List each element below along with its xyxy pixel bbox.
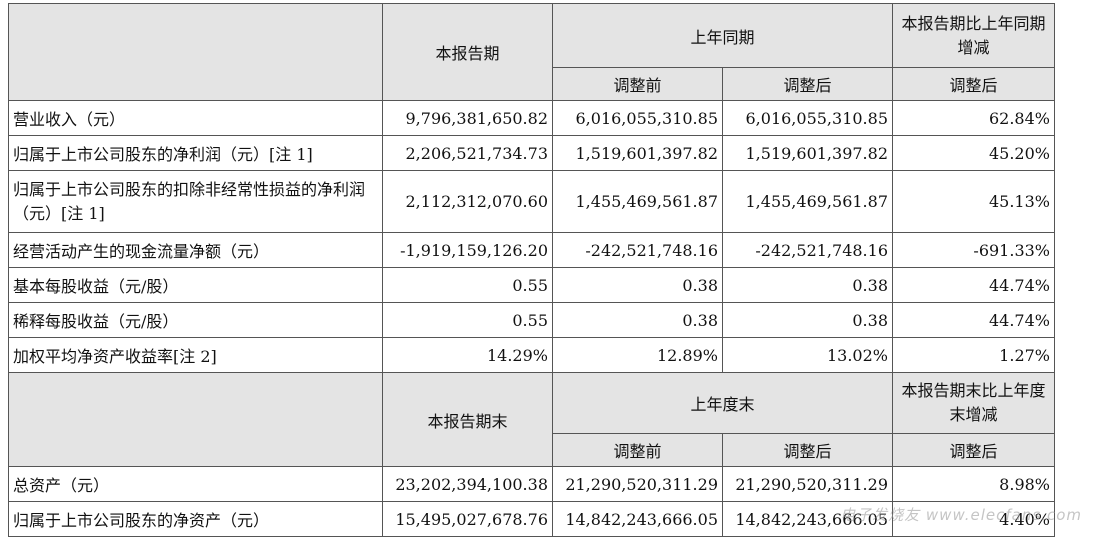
cell-before: 1,455,469,561.87 bbox=[552, 170, 723, 233]
row-label: 归属于上市公司股东的扣除非经常性损益的净利润（元）[注 1] bbox=[8, 170, 383, 233]
header-prior-year-same-period: 上年同期 bbox=[552, 3, 893, 68]
header-yoy-change: 本报告期比上年同期增减 bbox=[892, 3, 1055, 68]
row-label: 营业收入（元） bbox=[8, 100, 383, 136]
header-prior-year-end: 上年度末 bbox=[552, 372, 893, 434]
header-blank-cell bbox=[8, 372, 383, 467]
financial-summary-table: 本报告期 上年同期 本报告期比上年同期增减 调整前 调整后 调整后 营业收入（元… bbox=[8, 3, 1055, 537]
header-before-adjustment: 调整前 bbox=[552, 67, 723, 101]
cell-before: 14,842,243,666.05 bbox=[552, 501, 723, 537]
header-change-after-adjustment: 调整后 bbox=[892, 67, 1055, 101]
cell-before: 1,519,601,397.82 bbox=[552, 135, 723, 171]
cell-change: 1.27% bbox=[892, 337, 1055, 373]
header-row-2: 调整前 调整后 调整后 bbox=[9, 67, 1055, 101]
header-before-adjustment: 调整前 bbox=[552, 433, 723, 467]
cell-before: 0.38 bbox=[552, 302, 723, 338]
table-row: 稀释每股收益（元/股） 0.55 0.38 0.38 44.74% bbox=[8, 302, 1055, 338]
cell-change: 45.13% bbox=[892, 170, 1055, 233]
header-current-period-end: 本报告期末 bbox=[382, 372, 553, 467]
cell-current: -1,919,159,126.20 bbox=[382, 232, 553, 268]
cell-current: 15,495,027,678.76 bbox=[382, 501, 553, 537]
cell-before: 0.38 bbox=[552, 267, 723, 303]
cell-after: 1,519,601,397.82 bbox=[722, 135, 893, 171]
cell-after: 14,842,243,666.05 bbox=[722, 501, 893, 537]
cell-before: 6,016,055,310.85 bbox=[552, 100, 723, 136]
header-row-4: 调整前 调整后 调整后 bbox=[9, 433, 1055, 467]
cell-before: 21,290,520,311.29 bbox=[552, 466, 723, 502]
cell-change: 45.20% bbox=[892, 135, 1055, 171]
table-row: 归属于上市公司股东的净利润（元）[注 1] 2,206,521,734.73 1… bbox=[8, 135, 1055, 171]
cell-before: -242,521,748.16 bbox=[552, 232, 723, 268]
header-ytd-change: 本报告期末比上年度末增减 bbox=[892, 372, 1055, 434]
header-row-3: 本报告期末 上年度末 本报告期末比上年度末增减 bbox=[8, 372, 1055, 467]
table-row: 基本每股收益（元/股） 0.55 0.38 0.38 44.74% bbox=[8, 267, 1055, 303]
row-label: 基本每股收益（元/股） bbox=[8, 267, 383, 303]
cell-after: 0.38 bbox=[722, 302, 893, 338]
cell-after: 13.02% bbox=[722, 337, 893, 373]
cell-current: 0.55 bbox=[382, 302, 553, 338]
header-change-after-adjustment: 调整后 bbox=[892, 433, 1055, 467]
cell-change: 62.84% bbox=[892, 100, 1055, 136]
cell-current: 23,202,394,100.38 bbox=[382, 466, 553, 502]
row-label: 归属于上市公司股东的净资产（元） bbox=[8, 501, 383, 537]
cell-after: 0.38 bbox=[722, 267, 893, 303]
cell-current: 2,112,312,070.60 bbox=[382, 170, 553, 233]
table-row: 归属于上市公司股东的净资产（元） 15,495,027,678.76 14,84… bbox=[8, 501, 1055, 537]
cell-change: 8.98% bbox=[892, 466, 1055, 502]
row-label: 经营活动产生的现金流量净额（元） bbox=[8, 232, 383, 268]
row-label: 总资产（元） bbox=[8, 466, 383, 502]
cell-change: 44.74% bbox=[892, 302, 1055, 338]
row-label: 加权平均净资产收益率[注 2] bbox=[8, 337, 383, 373]
row-label: 归属于上市公司股东的净利润（元）[注 1] bbox=[8, 135, 383, 171]
table-row: 归属于上市公司股东的扣除非经常性损益的净利润（元）[注 1] 2,112,312… bbox=[8, 170, 1055, 233]
cell-after: 21,290,520,311.29 bbox=[722, 466, 893, 502]
header-after-adjustment: 调整后 bbox=[722, 67, 893, 101]
table-row: 加权平均净资产收益率[注 2] 14.29% 12.89% 13.02% 1.2… bbox=[8, 337, 1055, 373]
header-current-period: 本报告期 bbox=[382, 3, 553, 101]
cell-before: 12.89% bbox=[552, 337, 723, 373]
cell-change: 44.74% bbox=[892, 267, 1055, 303]
cell-change: 4.40% bbox=[892, 501, 1055, 537]
cell-current: 9,796,381,650.82 bbox=[382, 100, 553, 136]
header-row-1: 本报告期 上年同期 本报告期比上年同期增减 bbox=[8, 3, 1055, 101]
header-after-adjustment: 调整后 bbox=[722, 433, 893, 467]
table-row: 总资产（元） 23,202,394,100.38 21,290,520,311.… bbox=[8, 466, 1055, 502]
cell-after: 1,455,469,561.87 bbox=[722, 170, 893, 233]
cell-after: -242,521,748.16 bbox=[722, 232, 893, 268]
cell-change: -691.33% bbox=[892, 232, 1055, 268]
cell-current: 0.55 bbox=[382, 267, 553, 303]
cell-current: 14.29% bbox=[382, 337, 553, 373]
table-row: 营业收入（元） 9,796,381,650.82 6,016,055,310.8… bbox=[8, 100, 1055, 136]
cell-after: 6,016,055,310.85 bbox=[722, 100, 893, 136]
header-blank-cell bbox=[8, 3, 383, 101]
table-row: 经营活动产生的现金流量净额（元） -1,919,159,126.20 -242,… bbox=[8, 232, 1055, 268]
cell-current: 2,206,521,734.73 bbox=[382, 135, 553, 171]
row-label: 稀释每股收益（元/股） bbox=[8, 302, 383, 338]
watermark: 电子发烧友 www.elecfans.com bbox=[840, 506, 1082, 524]
